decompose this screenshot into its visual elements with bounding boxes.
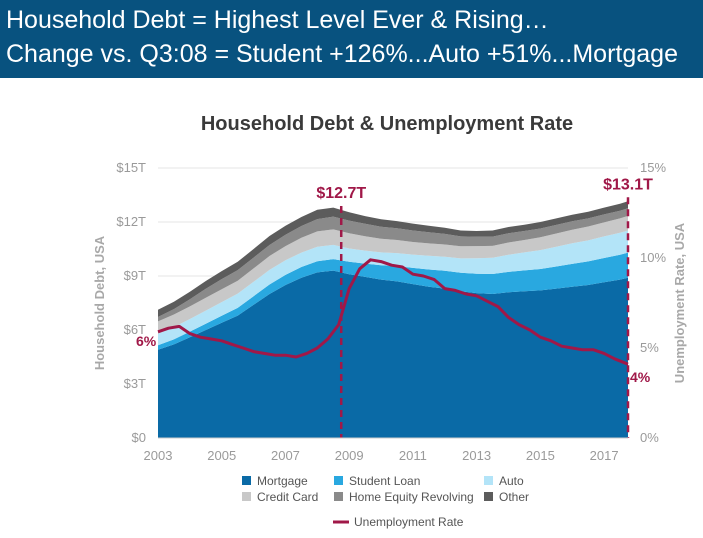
legend-label-auto: Auto xyxy=(499,474,524,488)
y2-tick-label: 10% xyxy=(640,250,666,265)
area-student-loan xyxy=(158,252,628,350)
y-tick-label: $6T xyxy=(124,322,146,337)
x-tick-label: 2015 xyxy=(526,448,555,463)
area-auto xyxy=(158,230,628,346)
debt-unemployment-chart: Household Debt & Unemployment Rate $0 $3T… xyxy=(92,113,687,529)
annotation-label: $12.7T xyxy=(316,185,366,202)
annotation-label: $13.1T xyxy=(603,176,653,193)
header-line-2: Change vs. Q3:08 = Student +126%...Auto … xyxy=(6,40,678,68)
legend-label-mortgage: Mortgage xyxy=(257,474,308,488)
end-label: 4% xyxy=(630,369,651,385)
y-tick-label: $15T xyxy=(116,160,146,175)
legend-swatch-home-equity-revolving xyxy=(334,492,343,501)
start-label: 6% xyxy=(136,333,157,349)
area-mortgage xyxy=(158,270,628,438)
chart-title: Household Debt & Unemployment Rate xyxy=(201,113,573,135)
legend-swatch-mortgage xyxy=(242,476,251,485)
y2-tick-label: 15% xyxy=(640,160,666,175)
y-tick-label: $0 xyxy=(132,430,146,445)
y-tick-label: $9T xyxy=(124,268,146,283)
y-tick-label: $3T xyxy=(124,376,146,391)
x-tick-label: 2005 xyxy=(207,448,236,463)
legend-label-home-equity-revolving: Home Equity Revolving xyxy=(349,490,474,504)
y2-tick-label: 5% xyxy=(640,340,659,355)
area-other xyxy=(158,201,628,317)
legend-label-credit-card: Credit Card xyxy=(257,490,318,504)
x-tick-label: 2013 xyxy=(462,448,491,463)
unemployment-line-group xyxy=(157,258,629,366)
y2-axis-label: Unemployment Rate, USA xyxy=(672,222,687,383)
legend-swatch-other xyxy=(484,492,493,501)
area-home-equity-revolving xyxy=(158,208,628,322)
axes: $0 $3T $6T $9T $12T $15T 0% 5% 10% 15% 2003 2005 200… xyxy=(92,160,687,463)
legend-label-other: Other xyxy=(499,490,529,504)
y-tick-label: $12T xyxy=(116,214,146,229)
legend-swatch-student-loan xyxy=(334,476,343,485)
legend-swatch-credit-card xyxy=(242,492,251,501)
x-tick-label: 2003 xyxy=(144,448,173,463)
stacked-areas xyxy=(158,201,628,438)
legend-swatch-auto xyxy=(484,476,493,485)
x-tick-label: 2017 xyxy=(590,448,619,463)
legend: Mortgage Student Loan Auto Credit Card Home … xyxy=(242,474,529,529)
header-line-1: Household Debt = Highest Level Ever & Ri… xyxy=(6,6,549,34)
annotations: $12.7T $13.1T 6% 4% xyxy=(136,176,653,385)
legend-label-student-loan: Student Loan xyxy=(349,474,420,488)
header-banner: Household Debt = Highest Level Ever & Ri… xyxy=(0,0,703,78)
area-credit-card xyxy=(158,215,628,334)
marker-lines xyxy=(339,197,630,438)
unemployment-rate-line xyxy=(157,258,629,366)
x-tick-label: 2011 xyxy=(399,448,427,463)
x-tick-label: 2007 xyxy=(271,448,300,463)
legend-label-unemployment-rate: Unemployment Rate xyxy=(354,515,464,529)
y-axis-label: Household Debt, USA xyxy=(92,235,107,370)
y2-tick-label: 0% xyxy=(640,430,659,445)
x-tick-label: 2009 xyxy=(335,448,364,463)
